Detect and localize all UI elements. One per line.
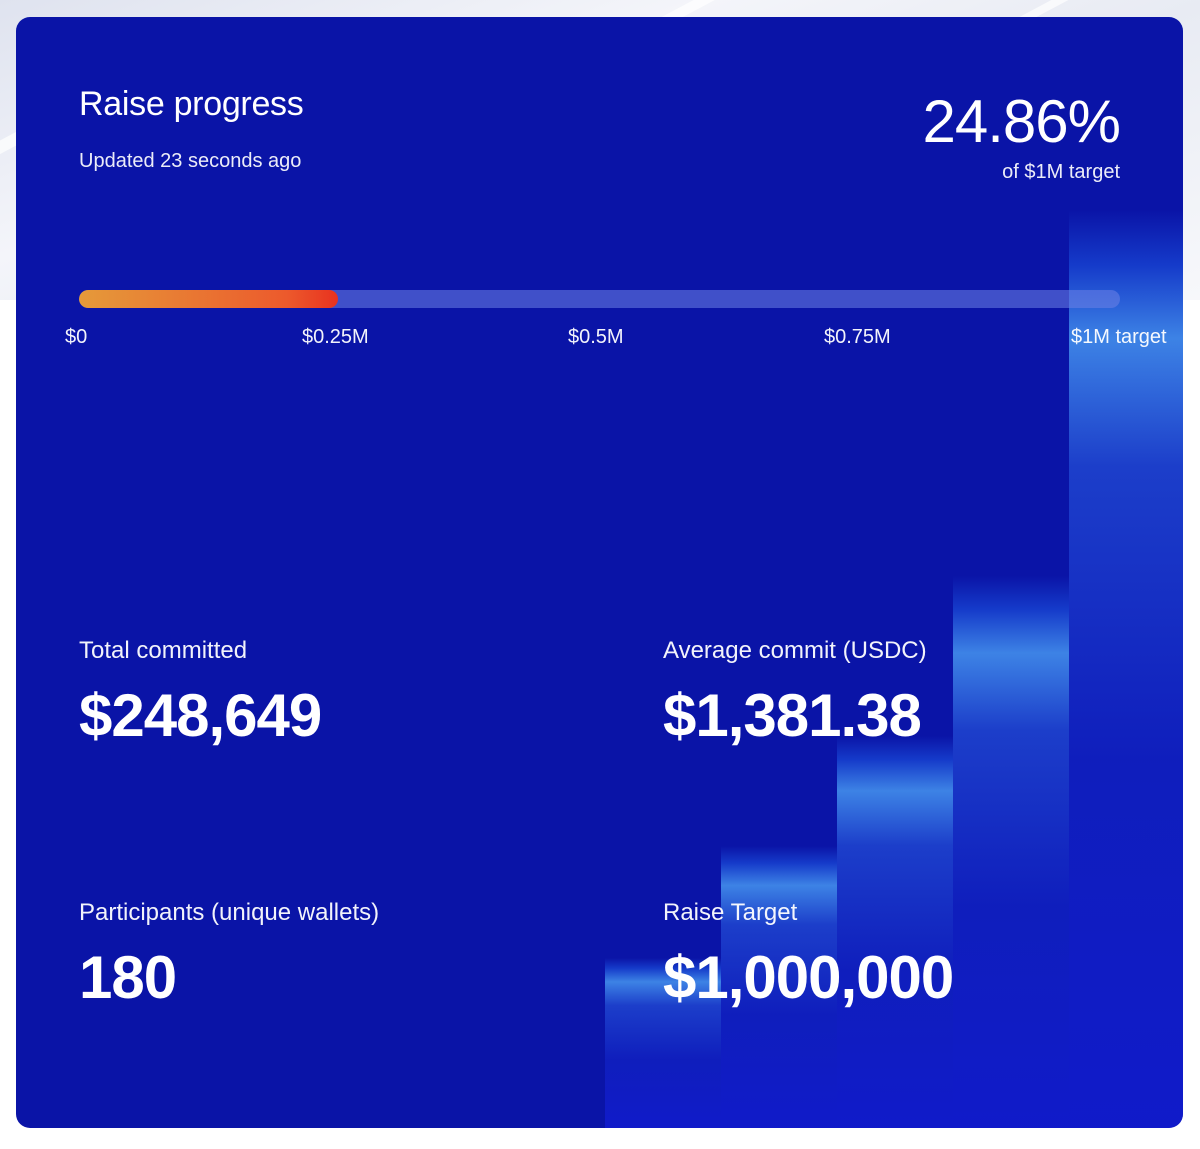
progress-tick-label: $1M target: [1071, 326, 1167, 348]
decorative-bar: [837, 736, 953, 1128]
progress-tick-label: $0.25M: [302, 326, 369, 348]
decorative-bar: [1069, 210, 1183, 1128]
progress-percent: 24.86%: [922, 88, 1121, 155]
updated-timestamp: Updated 23 seconds ago: [79, 150, 302, 172]
progress-track: [79, 290, 1120, 308]
decorative-bar: [605, 958, 721, 1128]
decorative-bar: [953, 576, 1069, 1128]
decorative-bar: [721, 846, 837, 1128]
progress-tick-label: $0: [65, 326, 88, 348]
progress-tick-label: $0.75M: [824, 326, 891, 348]
total-committed-value: $248,649: [79, 682, 322, 749]
raise-target-label: Raise Target: [663, 899, 798, 926]
progress-fill: [79, 290, 338, 308]
panel-title: Raise progress: [79, 85, 304, 123]
raise-target-value: $1,000,000: [663, 944, 954, 1011]
average-commit-value: $1,381.38: [663, 682, 922, 749]
total-committed-label: Total committed: [79, 637, 248, 664]
progress-tick-label: $0.5M: [568, 326, 624, 348]
progress-percent-caption: of $1M target: [1002, 161, 1120, 183]
average-commit-label: Average commit (USDC): [663, 637, 927, 664]
participants-label: Participants (unique wallets): [79, 899, 380, 926]
raise-progress-card: Raise progress Updated 23 seconds ago 24…: [16, 17, 1183, 1128]
participants-value: 180: [79, 944, 177, 1011]
